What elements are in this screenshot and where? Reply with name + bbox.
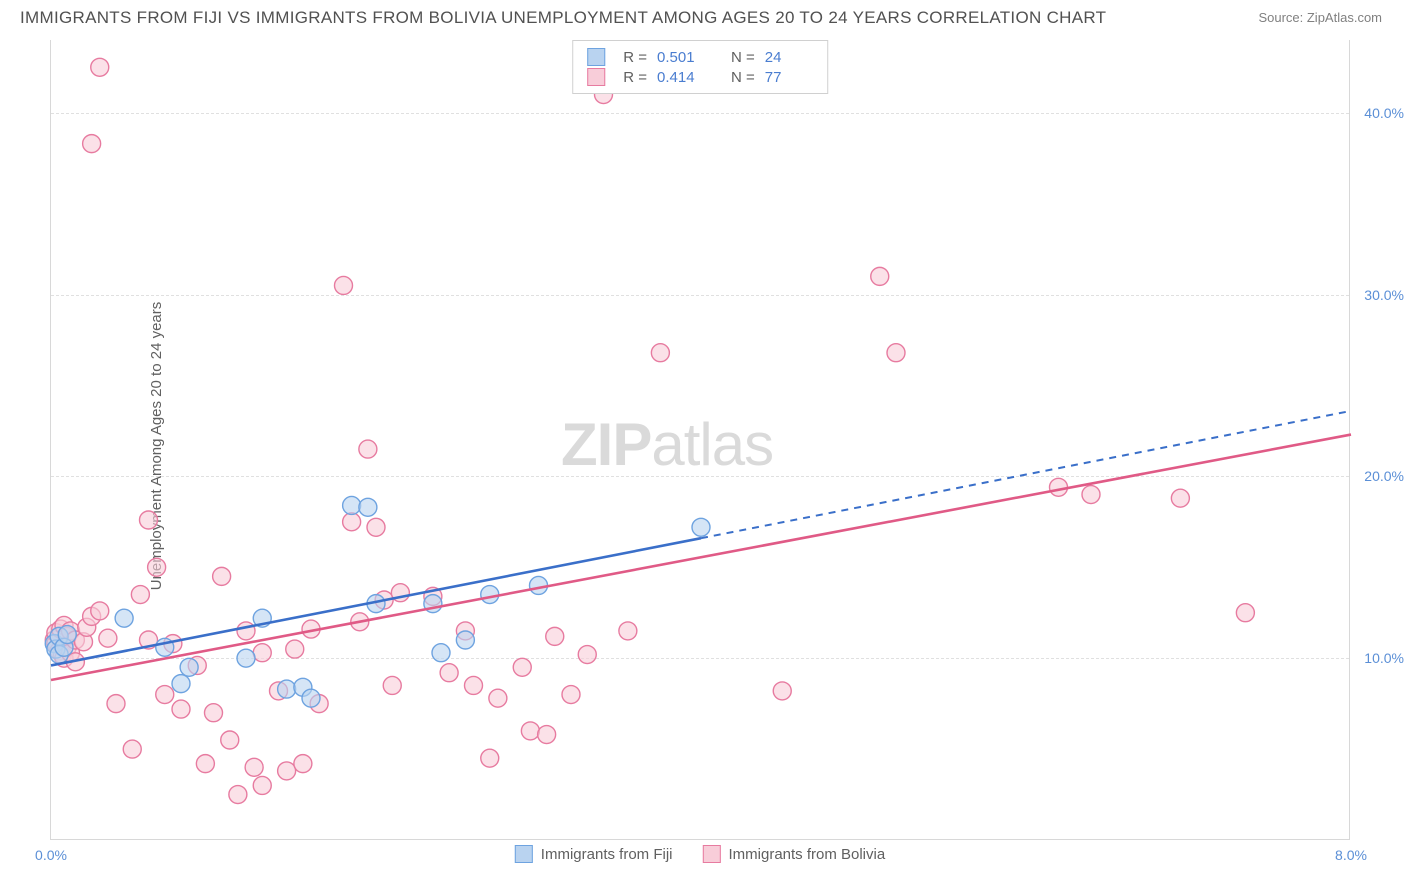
- series-legend: Immigrants from Fiji Immigrants from Bol…: [515, 845, 885, 863]
- scatter-point-bolivia: [253, 644, 271, 662]
- scatter-point-bolivia: [651, 344, 669, 362]
- scatter-point-bolivia: [99, 629, 117, 647]
- scatter-point-fiji: [115, 609, 133, 627]
- scatter-point-bolivia: [253, 776, 271, 794]
- scatter-point-bolivia: [172, 700, 190, 718]
- y-tick-label: 20.0%: [1364, 468, 1404, 484]
- scatter-point-bolivia: [245, 758, 263, 776]
- scatter-point-bolivia: [294, 755, 312, 773]
- scatter-point-fiji: [172, 675, 190, 693]
- swatch-bolivia: [587, 68, 605, 86]
- regression-line-fiji-extrap: [701, 411, 1351, 538]
- scatter-point-bolivia: [278, 762, 296, 780]
- swatch-fiji: [515, 845, 533, 863]
- scatter-point-bolivia: [1171, 489, 1189, 507]
- n-label: N =: [731, 69, 755, 86]
- n-label: N =: [731, 49, 755, 66]
- scatter-point-bolivia: [773, 682, 791, 700]
- correlation-legend: R = 0.501 N = 24 R = 0.414 N = 77: [572, 40, 828, 94]
- scatter-point-bolivia: [871, 267, 889, 285]
- scatter-point-fiji: [278, 680, 296, 698]
- scatter-point-bolivia: [123, 740, 141, 758]
- scatter-point-bolivia: [91, 58, 109, 76]
- legend-row-bolivia: R = 0.414 N = 77: [587, 67, 813, 87]
- scatter-point-bolivia: [489, 689, 507, 707]
- scatter-point-fiji: [432, 644, 450, 662]
- scatter-point-fiji: [692, 518, 710, 536]
- y-tick-label: 30.0%: [1364, 287, 1404, 303]
- scatter-point-bolivia: [343, 513, 361, 531]
- scatter-point-bolivia: [286, 640, 304, 658]
- scatter-point-bolivia: [1236, 604, 1254, 622]
- scatter-point-bolivia: [91, 602, 109, 620]
- scatter-point-bolivia: [229, 786, 247, 804]
- scatter-point-fiji: [343, 496, 361, 514]
- scatter-point-bolivia: [156, 686, 174, 704]
- r-value-fiji: 0.501: [657, 49, 705, 66]
- swatch-bolivia: [702, 845, 720, 863]
- scatter-point-bolivia: [237, 622, 255, 640]
- scatter-point-fiji: [58, 626, 76, 644]
- scatter-point-bolivia: [538, 726, 556, 744]
- legend-label-bolivia: Immigrants from Bolivia: [728, 846, 885, 863]
- scatter-point-bolivia: [887, 344, 905, 362]
- scatter-point-bolivia: [383, 676, 401, 694]
- scatter-point-fiji: [180, 658, 198, 676]
- r-label: R =: [623, 49, 647, 66]
- scatter-point-bolivia: [1082, 486, 1100, 504]
- scatter-point-bolivia: [205, 704, 223, 722]
- regression-line-fiji: [51, 538, 701, 665]
- scatter-point-bolivia: [578, 646, 596, 664]
- scatter-point-bolivia: [221, 731, 239, 749]
- scatter-point-bolivia: [440, 664, 458, 682]
- scatter-point-fiji: [456, 631, 474, 649]
- chart-title: IMMIGRANTS FROM FIJI VS IMMIGRANTS FROM …: [20, 8, 1106, 28]
- scatter-point-bolivia: [562, 686, 580, 704]
- regression-line-bolivia: [51, 435, 1351, 680]
- n-value-bolivia: 77: [765, 69, 813, 86]
- plot-area: ZIPatlas R = 0.501 N = 24 R = 0.414 N = …: [50, 40, 1350, 840]
- scatter-point-bolivia: [465, 676, 483, 694]
- n-value-fiji: 24: [765, 49, 813, 66]
- scatter-point-bolivia: [335, 276, 353, 294]
- scatter-point-fiji: [237, 649, 255, 667]
- swatch-fiji: [587, 48, 605, 66]
- chart-svg: [51, 40, 1349, 839]
- y-tick-label: 10.0%: [1364, 650, 1404, 666]
- scatter-point-bolivia: [196, 755, 214, 773]
- r-label: R =: [623, 69, 647, 86]
- scatter-point-bolivia: [481, 749, 499, 767]
- scatter-point-bolivia: [131, 586, 149, 604]
- scatter-point-bolivia: [513, 658, 531, 676]
- scatter-point-bolivia: [140, 511, 158, 529]
- legend-row-fiji: R = 0.501 N = 24: [587, 47, 813, 67]
- r-value-bolivia: 0.414: [657, 69, 705, 86]
- source-attribution: Source: ZipAtlas.com: [1258, 10, 1382, 25]
- scatter-point-bolivia: [521, 722, 539, 740]
- legend-item-fiji: Immigrants from Fiji: [515, 845, 673, 863]
- scatter-point-fiji: [359, 498, 377, 516]
- legend-label-fiji: Immigrants from Fiji: [541, 846, 673, 863]
- scatter-point-bolivia: [367, 518, 385, 536]
- x-tick-label: 8.0%: [1335, 847, 1367, 863]
- y-tick-label: 40.0%: [1364, 105, 1404, 121]
- scatter-point-fiji: [302, 689, 320, 707]
- scatter-point-bolivia: [107, 695, 125, 713]
- legend-item-bolivia: Immigrants from Bolivia: [702, 845, 885, 863]
- scatter-point-bolivia: [148, 558, 166, 576]
- scatter-point-bolivia: [546, 627, 564, 645]
- scatter-point-fiji: [481, 586, 499, 604]
- scatter-point-bolivia: [213, 567, 231, 585]
- x-tick-label: 0.0%: [35, 847, 67, 863]
- scatter-point-bolivia: [83, 135, 101, 153]
- scatter-point-bolivia: [359, 440, 377, 458]
- scatter-point-bolivia: [619, 622, 637, 640]
